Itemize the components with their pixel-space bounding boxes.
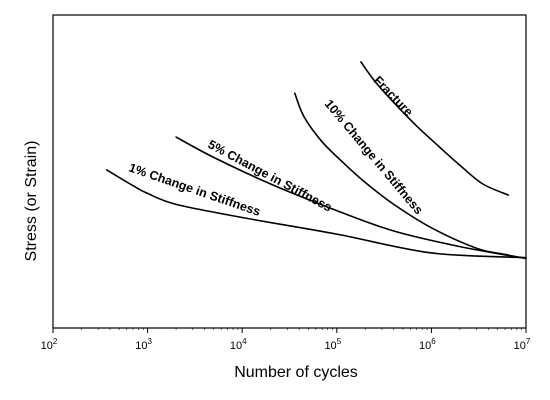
curve-label-fracture: Fracture <box>371 73 416 119</box>
x-tick-label-exponent: 2 <box>53 337 58 346</box>
curves <box>106 61 527 260</box>
curve-10-change-in-stiffness <box>294 92 527 260</box>
x-tick-label-exponent: 5 <box>337 337 342 346</box>
x-tick-label-base: 10 <box>514 340 526 352</box>
x-tick-label-7: 107 <box>514 337 531 352</box>
x-tick-label-2: 102 <box>41 337 58 352</box>
x-tick-label-exponent: 6 <box>431 337 436 346</box>
curve-label-1-change-in-stiffness: 1% Change in Stiffness <box>127 161 262 219</box>
x-tick-label-base: 10 <box>135 340 147 352</box>
curve-1-change-in-stiffness <box>106 169 527 259</box>
x-tick-label-base: 10 <box>419 340 431 352</box>
x-tick-label-base: 10 <box>324 340 336 352</box>
x-axis-title: Number of cycles <box>234 364 358 381</box>
x-tick-label-exponent: 4 <box>242 337 247 346</box>
plot-frame <box>52 14 527 329</box>
x-tick-label-6: 106 <box>419 337 436 352</box>
x-axis-tick-labels: 102 103 104 105 106 107 <box>41 337 531 352</box>
x-tick-label-base: 10 <box>41 340 53 352</box>
x-tick-label-base: 10 <box>230 340 242 352</box>
x-tick-label-exponent: 3 <box>147 337 152 346</box>
curve-5-change-in-stiffness <box>175 136 527 260</box>
x-tick-label-3: 103 <box>135 337 152 352</box>
x-tick-label-4: 104 <box>230 337 247 352</box>
x-tick-label-exponent: 7 <box>526 337 531 346</box>
curve-fracture <box>360 61 510 196</box>
x-tick-label-5: 105 <box>324 337 341 352</box>
y-axis-title: Stress (or Strain) <box>23 141 40 262</box>
x-axis-ticks <box>52 328 527 333</box>
